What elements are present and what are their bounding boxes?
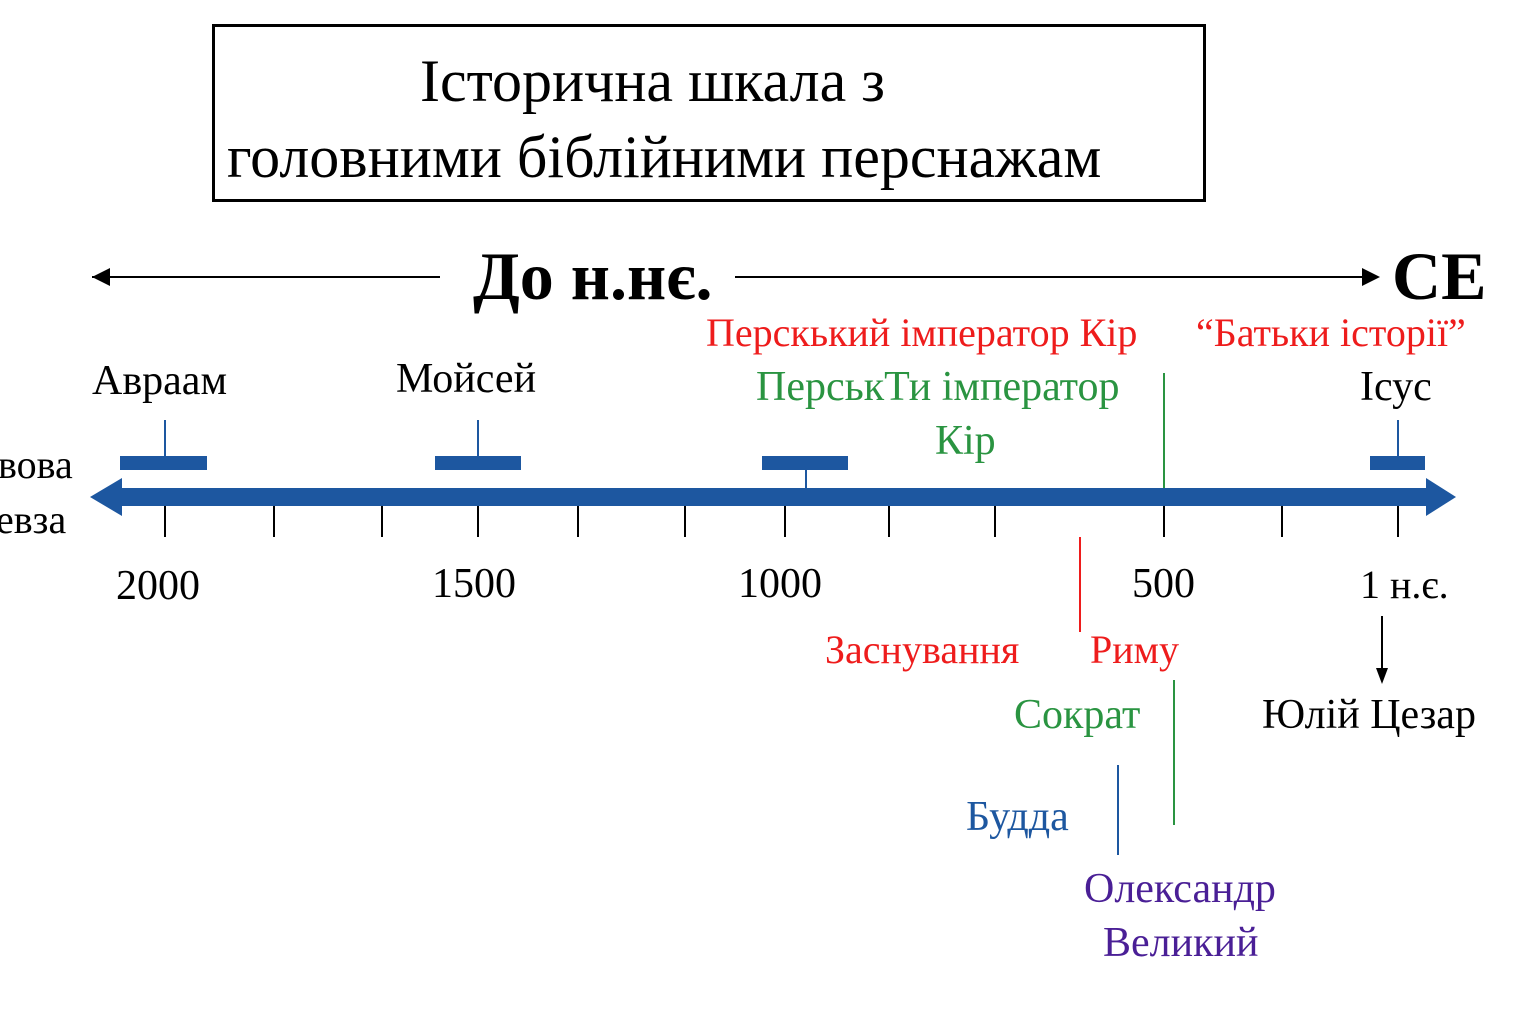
persian-emperor-green-label-1: ПерськТи імператор: [756, 364, 1120, 410]
axis-label-500: 500: [1132, 561, 1195, 607]
persian-emperor-green-label-2: Кір: [935, 418, 996, 464]
caesar-arrowhead: [1376, 668, 1388, 684]
alexander-label-2: Великий: [1103, 920, 1259, 966]
left-edge-label-1: вова: [0, 442, 73, 487]
era-bce-label: До н.нє.: [473, 238, 713, 314]
rome-label-2: Риму: [1090, 627, 1179, 672]
buddha-label: Будда: [966, 794, 1069, 840]
fathers-of-history-label: “Батьки історії”: [1196, 310, 1466, 355]
jesus-label: Ісус: [1360, 364, 1432, 410]
title-line-1: Історична шкала з: [420, 48, 885, 114]
axis-label-2000: 2000: [116, 563, 200, 609]
persian-emperor-red-label: Перскький імператор Кір: [706, 310, 1138, 355]
abraham-label: Авраам: [92, 358, 228, 404]
socrates-label: Сократ: [1014, 692, 1141, 738]
timeline-ticks: [164, 506, 1399, 537]
timeline-axis: [118, 488, 1430, 506]
axis-label-1500: 1500: [432, 561, 516, 607]
title-line-2: головними біблійними перснажам: [227, 124, 1102, 190]
era-arrowhead-right: [1362, 268, 1380, 286]
caesar-label: Юлій Цезар: [1262, 692, 1476, 738]
moses-label: Мойсей: [396, 356, 537, 402]
timeline-axis-head-left: [90, 478, 122, 516]
moses-bar: [435, 456, 521, 470]
era-ce-label: CE: [1392, 238, 1487, 314]
alexander-label-1: Олександр: [1084, 866, 1276, 912]
title-box: Історична шкала з головними біблійними п…: [212, 24, 1206, 202]
left-edge-label-2: евза: [0, 497, 67, 542]
era-arrowhead-left: [92, 268, 110, 286]
timeline-axis-head-right: [1426, 478, 1456, 516]
rome-label-1: Заснування: [825, 627, 1020, 672]
abraham-bar: [120, 456, 207, 470]
david-bar: [762, 456, 848, 470]
jesus-bar: [1370, 456, 1425, 470]
axis-label-1000: 1000: [738, 561, 822, 607]
axis-label-1ce: 1 н.є.: [1360, 562, 1449, 607]
